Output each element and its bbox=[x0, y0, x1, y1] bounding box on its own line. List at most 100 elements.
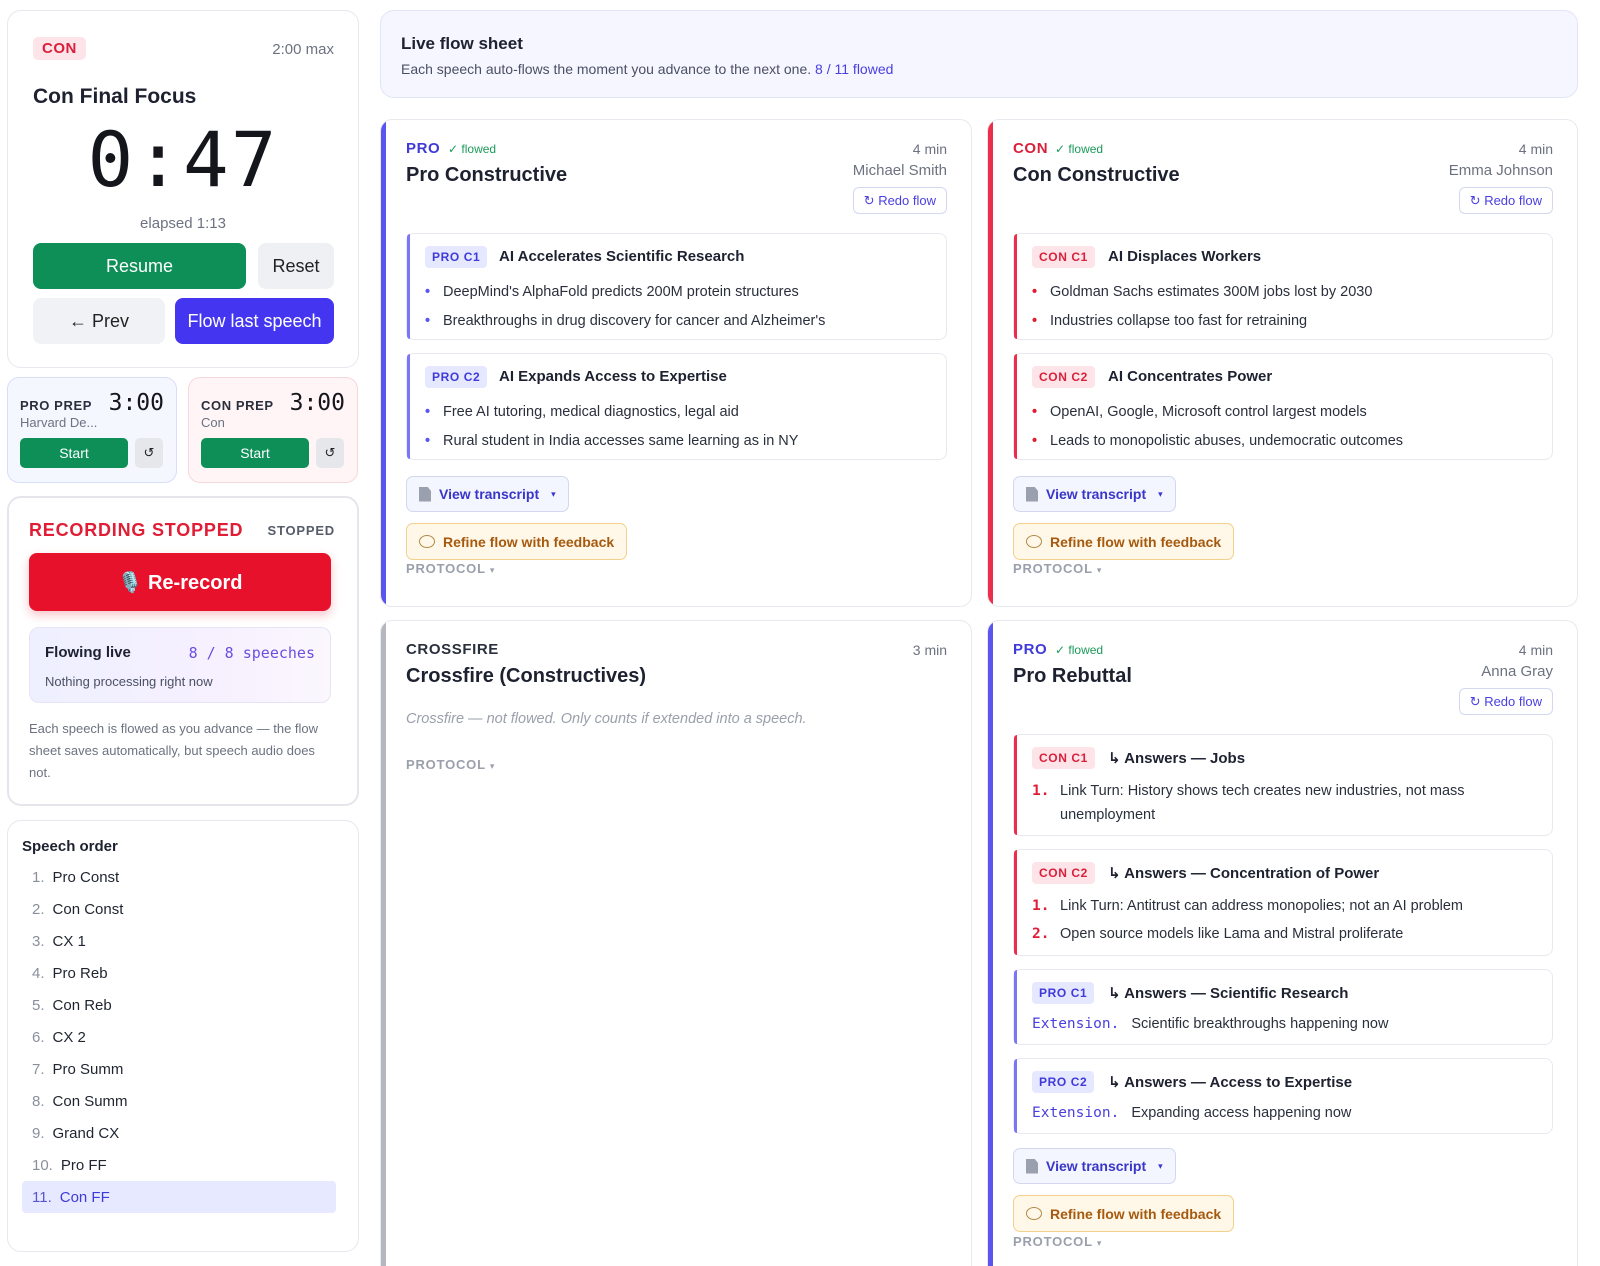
argument-tag: PRO C1 bbox=[1032, 982, 1095, 1004]
argument-point-text: Free AI tutoring, medical diagnostics, l… bbox=[443, 404, 739, 420]
argument-point: • Goldman Sachs estimates 300M jobs lost … bbox=[1032, 278, 1538, 307]
view-transcript-button[interactable]: View transcript ▾ bbox=[1013, 1148, 1176, 1184]
argument-point-text: DeepMind's AlphaFold predicts 200M prote… bbox=[443, 284, 799, 300]
speech-order-item[interactable]: 11. Con FF bbox=[22, 1181, 336, 1213]
speech-order-number: 7. bbox=[32, 1060, 45, 1078]
speech-order-item[interactable]: 4. Pro Reb bbox=[22, 957, 336, 989]
speech-order-label: CX 1 bbox=[52, 932, 86, 950]
chevron-down-icon: ▾ bbox=[1096, 1238, 1103, 1248]
speech-order-label: Con Const bbox=[52, 900, 124, 918]
extension-text: Scientific breakthroughs happening now bbox=[1131, 1016, 1389, 1032]
chevron-down-icon: ▾ bbox=[1158, 488, 1163, 499]
con-prep-team: Con bbox=[201, 415, 225, 430]
chevron-down-icon: ▾ bbox=[551, 488, 556, 499]
argument-bar bbox=[1014, 1059, 1017, 1133]
con-prep-reset-icon[interactable]: ↺ bbox=[316, 438, 344, 468]
argument-tag: CON C1 bbox=[1032, 747, 1095, 769]
speech-order-item[interactable]: 6. CX 2 bbox=[22, 1021, 336, 1053]
speech-order-label: CX 2 bbox=[52, 1028, 86, 1046]
speech-order-item[interactable]: 5. Con Reb bbox=[22, 989, 336, 1021]
argument-points: • Goldman Sachs estimates 300M jobs lost … bbox=[1032, 278, 1538, 336]
speech-order-label: Pro Const bbox=[52, 868, 120, 886]
redo-flow-button[interactable]: ↻ Redo flow bbox=[1458, 187, 1553, 214]
protocol-toggle[interactable]: PROTOCOL ▾ bbox=[406, 757, 495, 772]
redo-flow-button[interactable]: ↻ Redo flow bbox=[1458, 688, 1553, 715]
reset-button[interactable]: Reset bbox=[258, 243, 334, 289]
speech-bubble-icon bbox=[1026, 1207, 1042, 1220]
prev-button[interactable]: ← Prev bbox=[33, 298, 165, 344]
speech-time: 4 min bbox=[912, 141, 947, 157]
resume-button[interactable]: Resume bbox=[33, 243, 246, 289]
protocol-toggle[interactable]: PROTOCOL ▾ bbox=[1013, 1234, 1102, 1249]
flowing-live-count: 8 / 8 speeches bbox=[188, 644, 315, 662]
extension-text: Expanding access happening now bbox=[1131, 1105, 1352, 1121]
speech-time: 4 min bbox=[1518, 141, 1553, 157]
speech-side: PRO bbox=[1013, 641, 1048, 658]
speech-side: CON bbox=[1013, 140, 1049, 157]
speech-order-item[interactable]: 8. Con Summ bbox=[22, 1085, 336, 1117]
protocol-toggle[interactable]: PROTOCOL ▾ bbox=[1013, 561, 1102, 576]
speech-card-pro-rebuttal: PRO ✓ flowed Pro Rebuttal 4 min Anna Gra… bbox=[987, 620, 1578, 1266]
protocol-toggle[interactable]: PROTOCOL ▾ bbox=[406, 561, 495, 576]
argument-title: AI Accelerates Scientific Research bbox=[499, 248, 745, 265]
argument-card: PRO C2 ↳ Answers — Access to Expertise E… bbox=[1013, 1058, 1553, 1134]
speech-order-label: Pro Reb bbox=[52, 964, 108, 982]
argument-tag: PRO C2 bbox=[425, 366, 488, 388]
refine-flow-label: Refine flow with feedback bbox=[443, 533, 615, 550]
flow-sheet-title: Live flow sheet bbox=[401, 34, 523, 53]
view-transcript-button[interactable]: View transcript ▾ bbox=[1013, 476, 1176, 512]
flow-last-speech-button[interactable]: Flow last speech bbox=[175, 298, 334, 344]
speech-card-con-constructive: CON ✓ flowed Con Constructive 4 min Emma… bbox=[987, 119, 1578, 607]
argument-card: CON C1 ↳ Answers — Jobs 1. Link Turn: His… bbox=[1013, 734, 1553, 836]
pro-prep-timer: PRO PREP Harvard De... 3:00 Start ↺ bbox=[7, 377, 177, 483]
argument-bar bbox=[1014, 354, 1017, 459]
refine-flow-button[interactable]: Refine flow with feedback bbox=[1013, 523, 1235, 560]
argument-point: 2. Open source models like Lama and Mistr… bbox=[1032, 922, 1538, 946]
speech-order-item[interactable]: 1. Pro Const bbox=[22, 861, 336, 893]
speech-order-number: 5. bbox=[32, 996, 45, 1014]
speech-order-title: Speech order bbox=[22, 838, 118, 855]
protocol-label: PROTOCOL bbox=[406, 757, 486, 772]
bullet-icon: • bbox=[425, 313, 431, 329]
argument-tag: CON C2 bbox=[1032, 862, 1095, 884]
speech-bubble-icon bbox=[1026, 535, 1042, 548]
con-prep-label: CON PREP bbox=[201, 398, 274, 413]
timer-elapsed: elapsed 1:13 bbox=[140, 215, 226, 232]
speech-order-item[interactable]: 2. Con Const bbox=[22, 893, 336, 925]
protocol-label: PROTOCOL bbox=[406, 561, 486, 576]
timer-panel: CON 2:00 max Con Final Focus 0:47 elapse… bbox=[7, 10, 359, 368]
flowing-live-label: Flowing live bbox=[45, 644, 131, 661]
argument-title: ↳ Answers — Scientific Research bbox=[1108, 985, 1349, 1002]
argument-point: • Rural student in India accesses same le… bbox=[425, 427, 932, 456]
argument-card: PRO C1 AI Accelerates Scientific Researc… bbox=[406, 233, 947, 340]
argument-point: • Free AI tutoring, medical diagnostics, … bbox=[425, 398, 932, 427]
pro-prep-start-button[interactable]: Start bbox=[20, 438, 128, 468]
argument-title: ↳ Answers — Access to Expertise bbox=[1108, 1074, 1353, 1091]
speech-side: PRO bbox=[406, 140, 441, 157]
refine-flow-button[interactable]: Refine flow with feedback bbox=[1013, 1195, 1235, 1232]
argument-point-text: Goldman Sachs estimates 300M jobs lost b… bbox=[1050, 284, 1373, 300]
argument-tag: PRO C2 bbox=[1032, 1071, 1095, 1093]
speech-order-panel: Speech order 1. Pro Const 2. Con Const 3. CX … bbox=[7, 820, 359, 1252]
argument-title: AI Concentrates Power bbox=[1108, 368, 1273, 385]
protocol-label: PROTOCOL bbox=[1013, 1234, 1093, 1249]
argument-point-text: Breakthroughs in drug discovery for canc… bbox=[443, 313, 826, 329]
argument-card: CON C2 ↳ Answers — Concentration of Powe… bbox=[1013, 849, 1553, 956]
timer-clock: 0:47 bbox=[87, 115, 279, 204]
bullet-icon: • bbox=[1032, 313, 1038, 329]
view-transcript-button[interactable]: View transcript ▾ bbox=[406, 476, 569, 512]
con-prep-start-button[interactable]: Start bbox=[201, 438, 309, 468]
speech-order-item[interactable]: 9. Grand CX bbox=[22, 1117, 336, 1149]
chevron-down-icon: ▾ bbox=[1158, 1160, 1163, 1171]
redo-flow-button[interactable]: ↻ Redo flow bbox=[852, 187, 947, 214]
speech-order-item[interactable]: 10. Pro FF bbox=[22, 1149, 336, 1181]
speech-order-item[interactable]: 3. CX 1 bbox=[22, 925, 336, 957]
refine-flow-button[interactable]: Refine flow with feedback bbox=[406, 523, 628, 560]
pro-prep-reset-icon[interactable]: ↺ bbox=[135, 438, 163, 468]
rerecord-button[interactable]: 🎙️ Re-record bbox=[29, 553, 331, 611]
argument-tag: CON C2 bbox=[1032, 366, 1095, 388]
speech-card-crossfire: CROSSFIRE Crossfire (Constructives) 3 mi… bbox=[380, 620, 972, 1266]
bullet-icon: • bbox=[425, 284, 431, 300]
speech-order-number: 11. bbox=[32, 1188, 52, 1206]
speech-order-item[interactable]: 7. Pro Summ bbox=[22, 1053, 336, 1085]
